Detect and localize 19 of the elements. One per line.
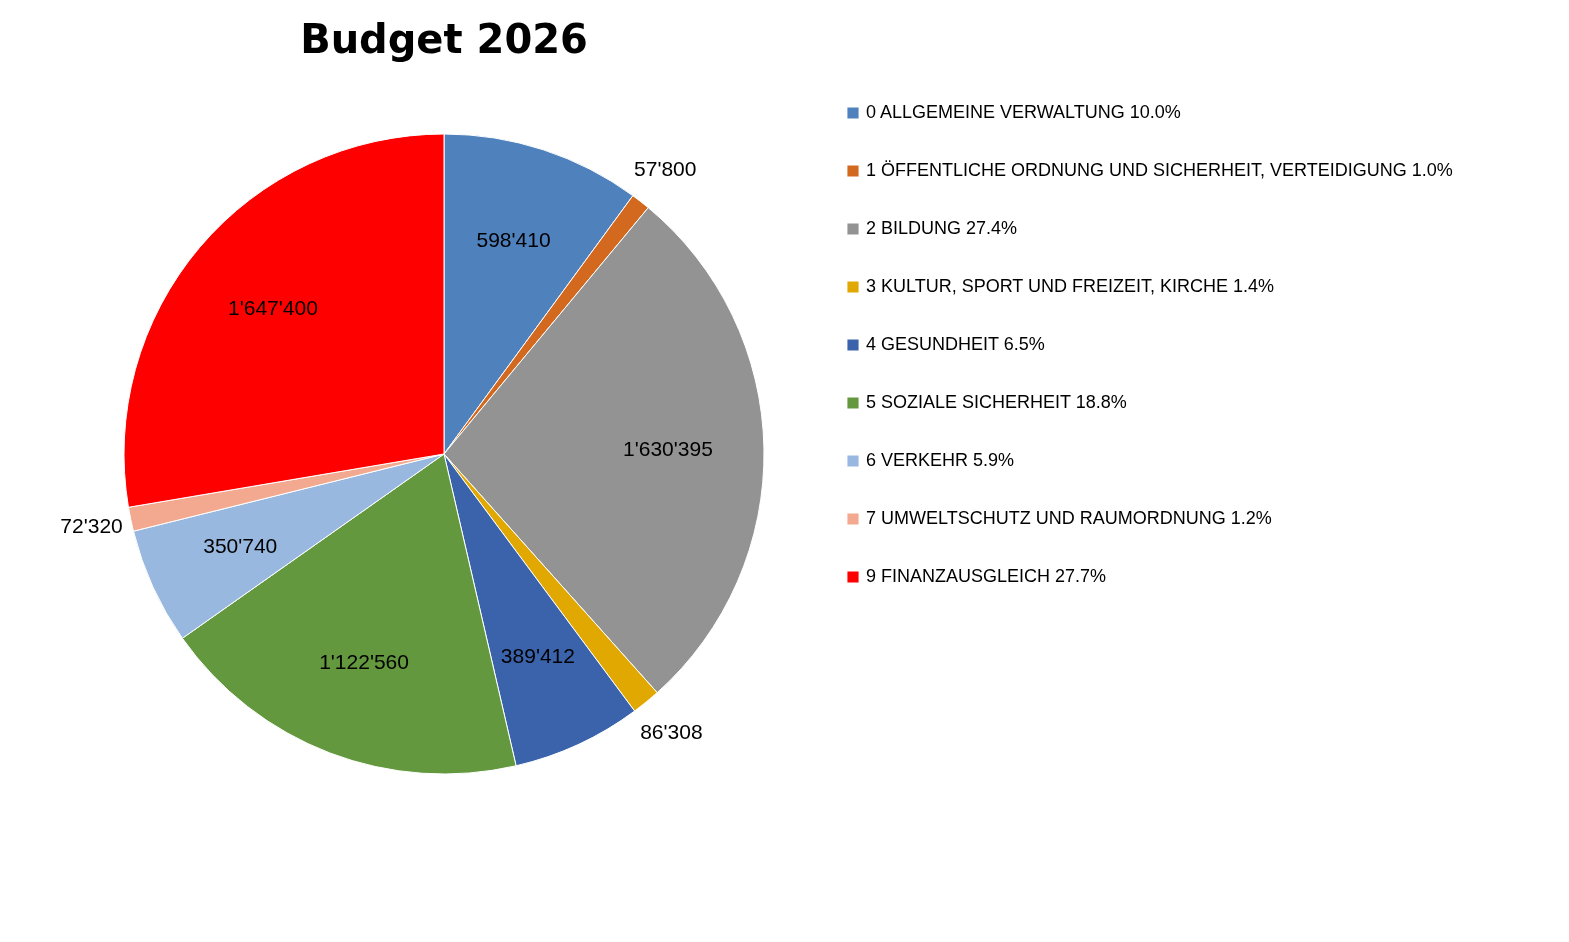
data-label: 72'320 [60,514,123,538]
data-label: 1'630'395 [623,436,713,460]
legend-label: 5 SOZIALE SICHERHEIT 18.8% [866,392,1127,412]
legend-label: 2 BILDUNG 27.4% [866,218,1018,238]
legend-label: 0 ALLGEMEINE VERWALTUNG 10.0% [866,102,1181,122]
legend-label: 3 KULTUR, SPORT UND FREIZEIT, KIRCHE 1.4% [866,276,1275,296]
data-label: 57'800 [634,157,697,181]
legend-label: 9 FINANZAUSGLEICH 27.7% [866,566,1107,586]
data-label: 1'122'560 [319,650,409,674]
data-label: 86'308 [640,720,703,744]
data-label: 350'740 [203,534,278,558]
legend-label: 1 ÖFFENTLICHE ORDNUNG UND SICHERHEIT, VERTEIDIGUNG 1.0% [866,160,1453,180]
legend-label: 7 UMWELTSCHUTZ UND RAUMORDNUNG 1.2% [866,508,1272,528]
legend-label: 6 VERKEHR 5.9% [866,450,1015,470]
legend-label: 4 GESUNDHEIT 6.5% [866,334,1045,354]
chart-title: Budget 2026 [300,15,588,62]
data-label: 598'410 [476,228,551,252]
data-label: 389'412 [500,644,575,668]
data-label: 1'647'400 [228,296,318,320]
